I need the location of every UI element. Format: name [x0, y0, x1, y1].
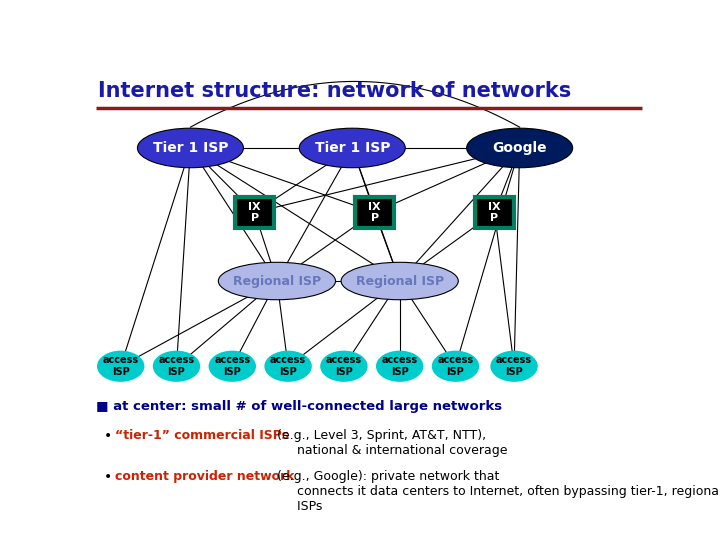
Text: access
ISP: access ISP: [215, 355, 251, 377]
Text: IX
P: IX P: [368, 201, 381, 223]
Text: access
ISP: access ISP: [103, 355, 139, 377]
Ellipse shape: [490, 350, 538, 382]
Ellipse shape: [432, 350, 480, 382]
Text: •: •: [104, 470, 112, 484]
Text: (e.g., Level 3, Sprint, AT&T, NTT),
      national & international coverage: (e.g., Level 3, Sprint, AT&T, NTT), nati…: [273, 429, 508, 457]
Text: Tier 1 ISP: Tier 1 ISP: [315, 141, 390, 155]
Text: access
ISP: access ISP: [382, 355, 418, 377]
Text: access
ISP: access ISP: [438, 355, 474, 377]
Ellipse shape: [153, 350, 200, 382]
Text: IX
P: IX P: [248, 201, 261, 223]
Ellipse shape: [467, 128, 572, 168]
Ellipse shape: [341, 262, 459, 300]
Ellipse shape: [218, 262, 336, 300]
Ellipse shape: [264, 350, 312, 382]
FancyBboxPatch shape: [235, 197, 274, 228]
Text: Google: Google: [492, 141, 547, 155]
Ellipse shape: [209, 350, 256, 382]
Ellipse shape: [97, 350, 145, 382]
FancyBboxPatch shape: [355, 197, 394, 228]
Text: Regional ISP: Regional ISP: [356, 274, 444, 287]
Ellipse shape: [320, 350, 368, 382]
Text: access
ISP: access ISP: [270, 355, 306, 377]
Text: IX
P: IX P: [488, 201, 501, 223]
FancyBboxPatch shape: [475, 197, 514, 228]
Text: access
ISP: access ISP: [496, 355, 532, 377]
Ellipse shape: [376, 350, 423, 382]
Text: ■ at center: small # of well-connected large networks: ■ at center: small # of well-connected l…: [96, 400, 502, 413]
Text: (e.g., Google): private network that
      connects it data centers to Internet,: (e.g., Google): private network that con…: [273, 470, 720, 513]
Text: access
ISP: access ISP: [158, 355, 194, 377]
Text: •: •: [104, 429, 112, 443]
Text: content provider network: content provider network: [115, 470, 294, 483]
Text: access
ISP: access ISP: [326, 355, 362, 377]
Text: “tier-1” commercial ISPs: “tier-1” commercial ISPs: [115, 429, 289, 442]
Ellipse shape: [300, 128, 405, 168]
Text: Internet structure: network of networks: Internet structure: network of networks: [99, 82, 572, 102]
Ellipse shape: [138, 128, 243, 168]
Text: Regional ISP: Regional ISP: [233, 274, 321, 287]
Text: Tier 1 ISP: Tier 1 ISP: [153, 141, 228, 155]
